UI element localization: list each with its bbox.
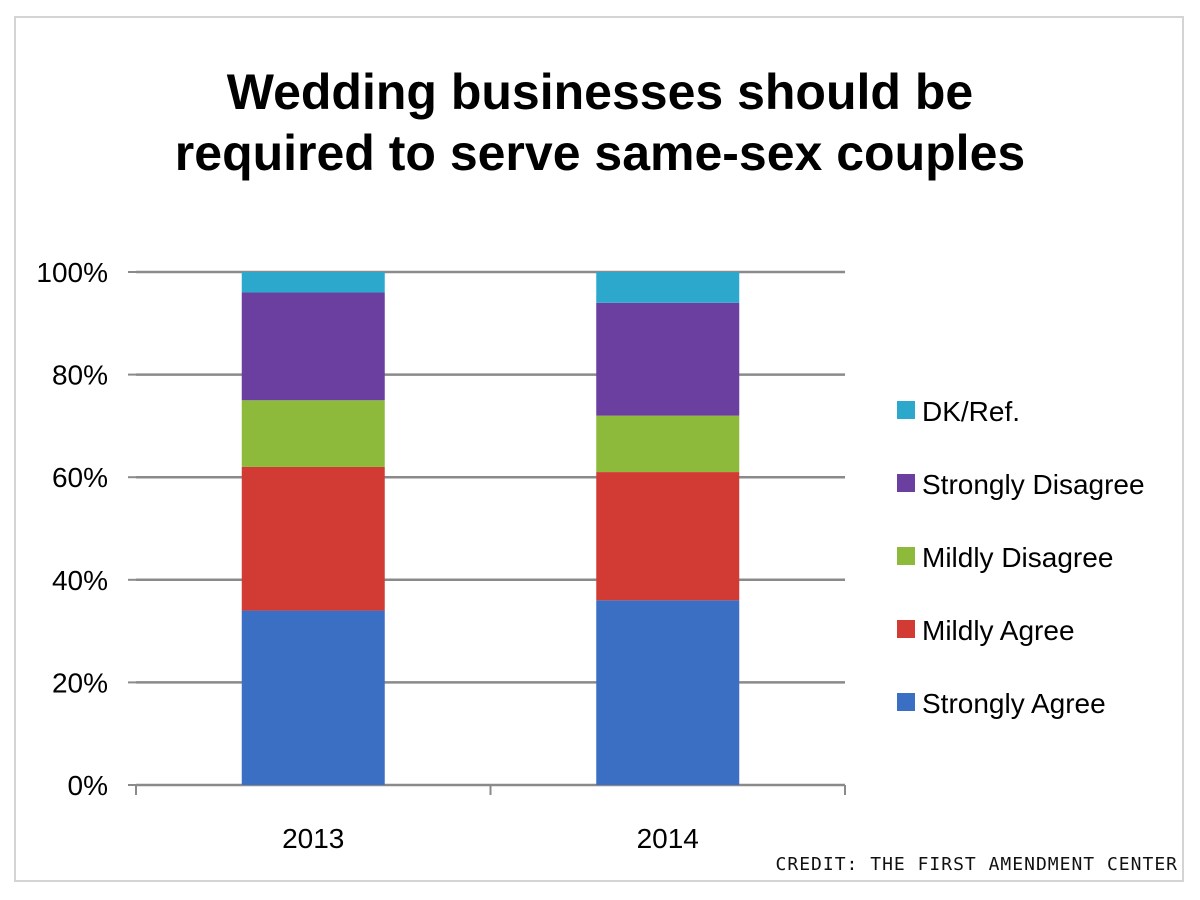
x-tick-label: 2014 xyxy=(637,823,699,854)
legend-label: Mildly Disagree xyxy=(922,542,1113,573)
x-tick-label: 2013 xyxy=(282,823,344,854)
legend-swatch xyxy=(897,474,915,492)
bar-segment xyxy=(596,415,740,473)
y-tick-label: 60% xyxy=(52,462,108,493)
y-tick-label: 100% xyxy=(36,257,108,288)
bar-segment xyxy=(596,272,740,303)
bar-segment xyxy=(241,272,385,293)
bar-segment xyxy=(241,292,385,401)
bar-segment xyxy=(596,302,740,416)
bar-segment xyxy=(596,472,740,601)
legend-label: DK/Ref. xyxy=(922,396,1020,427)
credit-text: CREDIT: THE FIRST AMENDMENT CENTER xyxy=(775,854,1178,875)
chart-title: Wedding businesses should be required to… xyxy=(174,64,1026,181)
legend-swatch xyxy=(897,547,915,565)
legend-label: Strongly Agree xyxy=(922,688,1106,719)
legend-swatch xyxy=(897,401,915,419)
y-tick-label: 20% xyxy=(52,667,108,698)
legend-label: Mildly Agree xyxy=(922,615,1075,646)
y-tick-label: 0% xyxy=(68,770,108,801)
y-tick-label: 80% xyxy=(52,360,108,391)
bar-segment xyxy=(596,600,740,785)
bar-segment xyxy=(241,610,385,785)
bar-segment xyxy=(241,466,385,611)
bar-segment xyxy=(241,400,385,467)
legend-label: Strongly Disagree xyxy=(922,469,1145,500)
legend-swatch xyxy=(897,693,915,711)
y-tick-label: 40% xyxy=(52,565,108,596)
legend-swatch xyxy=(897,620,915,638)
